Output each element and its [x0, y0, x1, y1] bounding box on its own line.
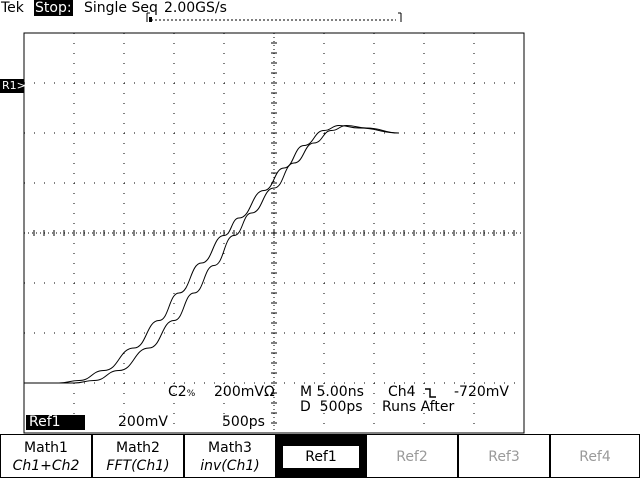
- ref1-position-marker[interactable]: R1>: [0, 79, 26, 93]
- delay-mode: Runs After: [382, 399, 455, 415]
- softkey-ref3[interactable]: Ref3: [458, 434, 550, 478]
- falling-edge-icon: [425, 388, 436, 398]
- acquisition-state: Stop:: [34, 0, 73, 16]
- ref-time: 500ps: [222, 414, 265, 430]
- delay-readout: D 500ps: [300, 399, 363, 415]
- graticule: [23, 32, 525, 434]
- waveform-trace-1: [24, 124, 400, 384]
- ref-volts: 200mV: [118, 414, 168, 430]
- waveform-trace-2: [24, 124, 400, 384]
- softkey-math2[interactable]: Math2 FFT(Ch1): [92, 434, 184, 478]
- softkey-bar: Math1 Ch1+Ch2 Math2 FFT(Ch1) Math3 inv(Ch1)…: [0, 434, 640, 480]
- softkey-math1[interactable]: Math1 Ch1+Ch2: [0, 434, 92, 478]
- softkey-math3[interactable]: Math3 inv(Ch1): [184, 434, 276, 478]
- record-length-indicator: [146, 12, 402, 22]
- sample-rate: 2.00GS/s: [164, 0, 227, 16]
- ch2-readout: C2%: [168, 384, 196, 400]
- trigger-source: Ch4: [388, 384, 416, 400]
- softkey-ref4[interactable]: Ref4: [550, 434, 640, 478]
- timebase-readout: M 5.00ns: [300, 384, 364, 400]
- waveform-traces: [24, 124, 400, 384]
- status-bar: Tek Stop: Single Seq 2.00GS/s: [0, 0, 640, 16]
- ch2-scale: 200mVΩ: [214, 384, 275, 400]
- softkey-ref2[interactable]: Ref2: [366, 434, 458, 478]
- softkey-ref1[interactable]: Ref1: [276, 434, 366, 478]
- trigger-level: -720mV: [454, 384, 509, 400]
- ref-label: Ref1: [26, 415, 85, 430]
- brand-label: Tek: [1, 0, 24, 16]
- acquisition-mode: Single Seq: [84, 0, 158, 16]
